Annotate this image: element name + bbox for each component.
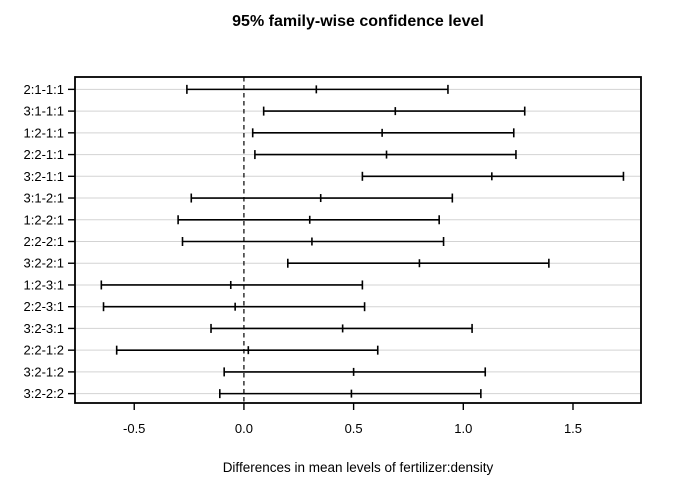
- y-tick-label: 1:2-2:1: [24, 212, 64, 227]
- y-tick-label: 2:2-1:2: [24, 343, 64, 358]
- x-axis-label: Differences in mean levels of fertilizer…: [222, 460, 494, 475]
- x-tick-label: 0.5: [345, 421, 363, 436]
- y-tick-label: 3:2-2:2: [24, 386, 64, 401]
- y-tick-label: 1:2-3:1: [24, 277, 64, 292]
- x-tick-label: 1.5: [564, 421, 582, 436]
- y-tick-label: 1:2-1:1: [24, 125, 64, 140]
- y-tick-label: 3:2-1:1: [24, 169, 64, 184]
- y-tick-label: 3:2-1:2: [24, 364, 64, 379]
- y-tick-label: 3:1-2:1: [24, 191, 64, 206]
- y-tick-label: 3:1-1:1: [24, 104, 64, 119]
- x-tick-label: 1.0: [454, 421, 472, 436]
- y-tick-label: 2:2-3:1: [24, 299, 64, 314]
- x-tick-label: -0.5: [123, 421, 145, 436]
- y-tick-label: 2:2-2:1: [24, 234, 64, 249]
- plot-frame: [74, 76, 642, 404]
- y-tick-label: 3:2-2:1: [24, 256, 64, 271]
- y-tick-label: 2:2-1:1: [24, 147, 64, 162]
- y-tick-label: 2:1-1:1: [24, 82, 64, 97]
- chart-title: 95% family-wise confidence level: [232, 13, 484, 30]
- x-tick-label: 0.0: [235, 421, 253, 436]
- y-tick-label: 3:2-3:1: [24, 321, 64, 336]
